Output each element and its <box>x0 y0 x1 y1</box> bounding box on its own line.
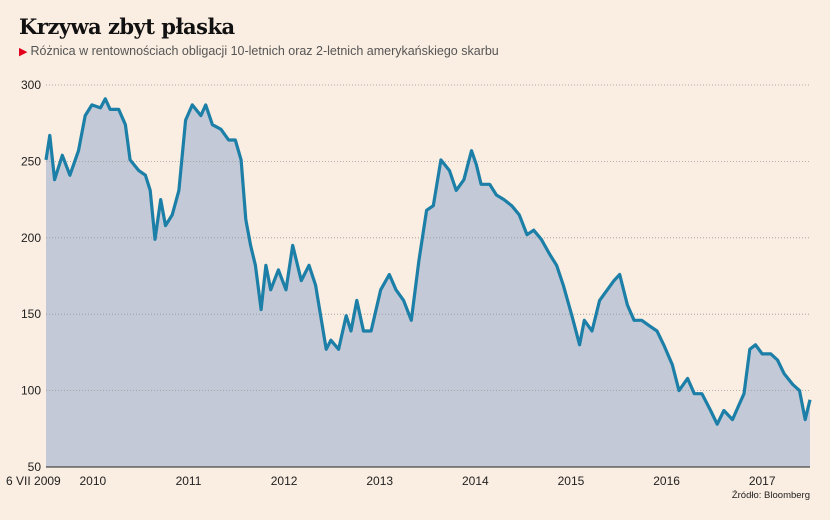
source-note: Źródło: Bloomberg <box>731 490 810 501</box>
y-tick-label: 100 <box>21 384 41 398</box>
area-fill <box>46 98 810 468</box>
subtitle-text: Różnica w rentownościach obligacji 10-le… <box>30 44 499 58</box>
x-tick-label: 2012 <box>271 474 298 488</box>
x-tick-label: 2010 <box>80 474 107 488</box>
y-tick-label: 250 <box>21 154 41 168</box>
triangle-bullet-icon: ▶ <box>19 46 28 58</box>
x-tick-label: 2017 <box>749 474 776 488</box>
x-tick-label: 2015 <box>558 474 585 488</box>
chart-title: Krzywa zbyt płaska <box>19 14 235 39</box>
y-tick-label: 50 <box>28 460 42 474</box>
x-tick-label: 2014 <box>462 474 489 488</box>
x-tick-label: 2011 <box>176 474 202 488</box>
series-line <box>44 97 812 426</box>
y-tick-label: 300 <box>21 78 41 92</box>
chart-subtitle: ▶ Różnica w rentownościach obligacji 10-l… <box>19 44 499 58</box>
x-tick-label: 6 VII 2009 <box>6 474 61 488</box>
y-tick-label: 200 <box>21 231 41 245</box>
y-tick-label: 150 <box>21 307 41 321</box>
x-tick-label: 2016 <box>653 474 680 488</box>
x-tick-label: 2013 <box>366 474 393 488</box>
